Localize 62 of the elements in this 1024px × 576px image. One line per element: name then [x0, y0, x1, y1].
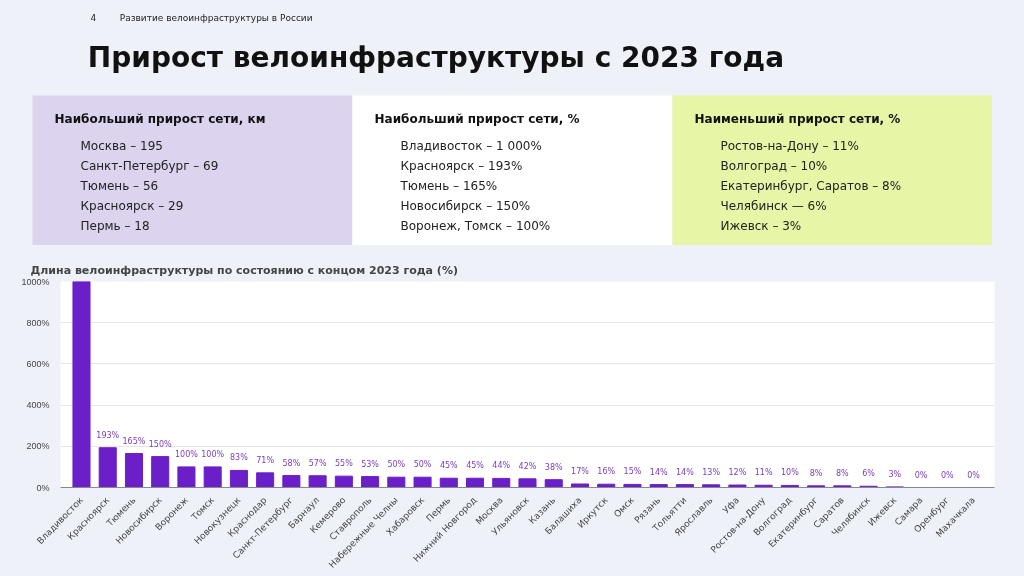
- y-tick-label: 400%: [26, 400, 50, 411]
- data-label: 0%: [940, 470, 955, 480]
- data-label: 10%: [780, 468, 800, 478]
- chart-title: Длина велоинфраструктуры по состоянию с концом 2023 года (%): [30, 263, 458, 277]
- text: Волгоград – 10%: [720, 158, 828, 173]
- data-label: 14%: [649, 467, 668, 477]
- data-label: 3%: [888, 469, 902, 479]
- data-label: 17%: [571, 467, 590, 476]
- data-label: 0%: [914, 470, 928, 480]
- data-label: 16%: [597, 467, 616, 477]
- text: Наибольший прирост сети, км: [54, 111, 266, 126]
- data-label: 42%: [518, 461, 537, 471]
- data-label: 100%: [175, 449, 199, 459]
- text: Ижевск – 3%: [720, 218, 802, 233]
- data-label: 38%: [544, 462, 564, 472]
- data-label: 50%: [413, 460, 432, 470]
- data-label: 6%: [862, 469, 876, 479]
- data-label: 8%: [809, 468, 823, 478]
- data-label: 58%: [282, 458, 301, 468]
- text: Ростов-на-Дону – 11%: [720, 138, 859, 153]
- data-label: 57%: [308, 458, 327, 468]
- data-label: 55%: [334, 459, 354, 469]
- data-label: 45%: [466, 461, 485, 471]
- data-label: 0%: [967, 470, 981, 480]
- data-label: 14%: [676, 467, 695, 477]
- data-label: 165%: [122, 436, 146, 446]
- text: Санкт-Петербург – 69: [80, 158, 219, 173]
- data-label: 11%: [754, 468, 773, 478]
- data-label: 45%: [439, 461, 459, 471]
- data-label: 150%: [148, 439, 173, 449]
- y-tick-label: 600%: [26, 358, 50, 369]
- text: Челябинск — 6%: [720, 198, 827, 213]
- text: Прирост велоинфраструктуры с 2023 года: [87, 41, 785, 74]
- text: Наибольший прирост сети, %: [374, 111, 580, 126]
- text: Красноярск – 193%: [400, 158, 523, 173]
- data-label: 193%: [96, 430, 120, 440]
- data-label: 71%: [256, 455, 275, 465]
- data-label: 50%: [387, 460, 406, 470]
- data-label: 100%: [201, 449, 225, 459]
- text: Развитие велоинфраструктуры в России: [119, 12, 313, 23]
- y-tick-label: 1000%: [21, 276, 50, 287]
- y-tick-label: 0%: [36, 482, 50, 493]
- data-label: 12%: [728, 468, 747, 478]
- data-label: 15%: [623, 467, 642, 477]
- y-tick-label: 200%: [26, 441, 50, 452]
- text: Красноярск – 29: [80, 198, 184, 213]
- text: Владивосток – 1 000%: [400, 138, 542, 153]
- data-label: 13%: [702, 467, 721, 477]
- data-label: 8%: [835, 468, 850, 478]
- y-tick-label: 800%: [26, 317, 50, 328]
- text: Тюмень – 56: [79, 178, 159, 193]
- data-label: 53%: [361, 459, 380, 469]
- text: Наименьший прирост сети, %: [694, 111, 901, 126]
- data-label: 44%: [492, 461, 511, 471]
- text: Екатеринбург, Саратов – 8%: [720, 178, 902, 193]
- text: Новосибирск – 150%: [400, 198, 531, 213]
- data-label: 83%: [230, 453, 249, 463]
- text: Москва – 195: [80, 138, 163, 153]
- text: Воронеж, Томск – 100%: [400, 218, 551, 233]
- text: 4: [90, 13, 97, 23]
- text: Тюмень – 165%: [399, 178, 498, 193]
- text: Пермь – 18: [80, 218, 150, 233]
